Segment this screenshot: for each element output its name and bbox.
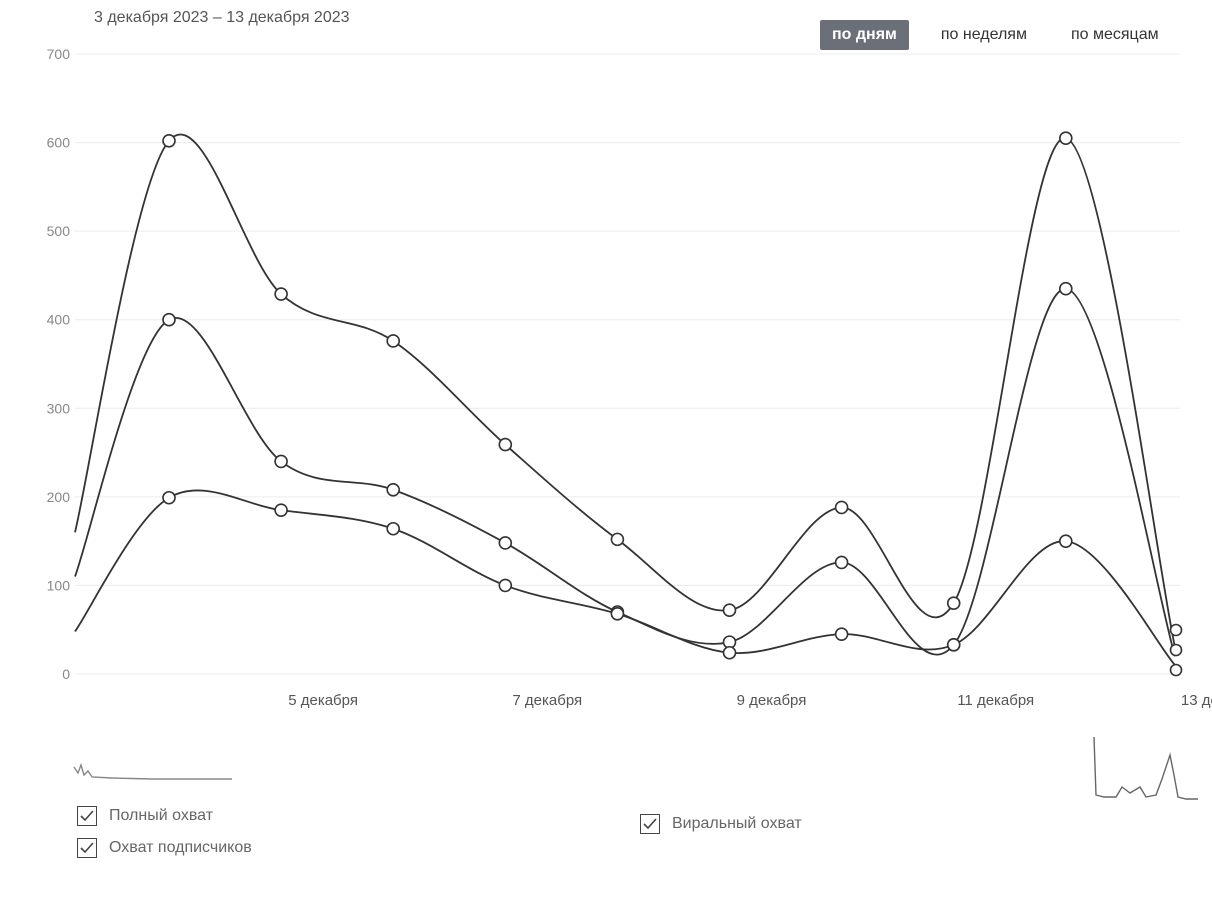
y-tick-label: 100 [47, 577, 71, 593]
y-tick-label: 600 [47, 135, 71, 151]
y-tick-label: 400 [47, 312, 71, 328]
x-tick-label: 11 декабря [957, 692, 1034, 709]
checkmark-icon [80, 810, 94, 822]
period-label: 3 декабря 2023 – 13 декабря 2023 [94, 9, 350, 26]
group-by-month-button[interactable]: по месяцам [1059, 20, 1171, 50]
checkbox-viral-reach[interactable] [640, 814, 660, 834]
data-point[interactable] [274, 503, 288, 517]
data-point[interactable] [162, 312, 176, 327]
x-tick-label: 9 декабря [737, 692, 807, 709]
end-marker [1169, 643, 1183, 657]
grouping-switch: по дням по неделям по месяцам [820, 20, 1191, 50]
data-point[interactable] [498, 536, 513, 550]
legend-item-total-reach[interactable]: Полный охват [77, 806, 213, 826]
legend-item-subscriber-reach[interactable]: Охват подписчиков [77, 838, 252, 858]
data-point[interactable] [722, 645, 737, 660]
data-point[interactable] [722, 603, 737, 618]
data-point[interactable] [610, 532, 625, 547]
checkmark-icon [80, 842, 94, 854]
y-tick-label: 300 [47, 400, 71, 416]
group-by-week-button[interactable]: по неделям [929, 20, 1039, 50]
x-tick-label: 7 декабря [512, 692, 582, 709]
series-line-2 [74, 489, 1176, 666]
y-tick-label: 500 [47, 223, 71, 239]
data-point[interactable] [834, 500, 849, 515]
mini-sparkline-left [73, 762, 232, 780]
end-marker [1169, 663, 1183, 677]
series-line-0 [74, 133, 1176, 648]
legend-label-total-reach: Полный охват [109, 807, 214, 824]
data-point[interactable] [274, 454, 288, 469]
data-point[interactable] [610, 606, 625, 621]
data-point[interactable] [162, 490, 176, 505]
data-point[interactable] [834, 555, 849, 570]
data-point[interactable] [386, 521, 401, 536]
data-point[interactable] [274, 287, 288, 301]
group-by-day-button[interactable]: по дням [820, 20, 909, 50]
end-marker [1169, 623, 1183, 637]
x-tick-label: 13 декабря [1181, 692, 1212, 709]
y-tick-label: 200 [47, 489, 71, 505]
data-point[interactable] [834, 627, 849, 641]
legend-item-viral-reach[interactable]: Виральный охват [640, 814, 802, 834]
y-tick-label: 700 [47, 46, 71, 62]
data-point[interactable] [386, 482, 401, 497]
checkbox-total-reach[interactable] [77, 806, 97, 826]
data-point[interactable] [946, 637, 961, 652]
data-point[interactable] [386, 334, 401, 348]
checkbox-subscriber-reach[interactable] [77, 838, 97, 858]
data-point[interactable] [498, 578, 513, 593]
y-tick-label: 0 [62, 666, 70, 682]
data-point[interactable] [1059, 281, 1073, 296]
data-point[interactable] [1059, 534, 1073, 548]
mini-sparkline-right [1093, 736, 1198, 800]
legend-label-subscriber-reach: Охват подписчиков [109, 839, 252, 856]
data-point[interactable] [498, 437, 513, 452]
data-point[interactable] [1059, 131, 1073, 145]
reach-line-chart: 0 100 200 300 400 500 600 700 5 декабря 7 декабря… [47, 46, 1212, 709]
data-point[interactable] [946, 596, 961, 610]
checkmark-icon [643, 818, 657, 830]
legend-label-viral-reach: Виральный охват [672, 815, 802, 832]
x-tick-label: 5 декабря [288, 692, 358, 709]
data-point[interactable] [162, 134, 176, 148]
